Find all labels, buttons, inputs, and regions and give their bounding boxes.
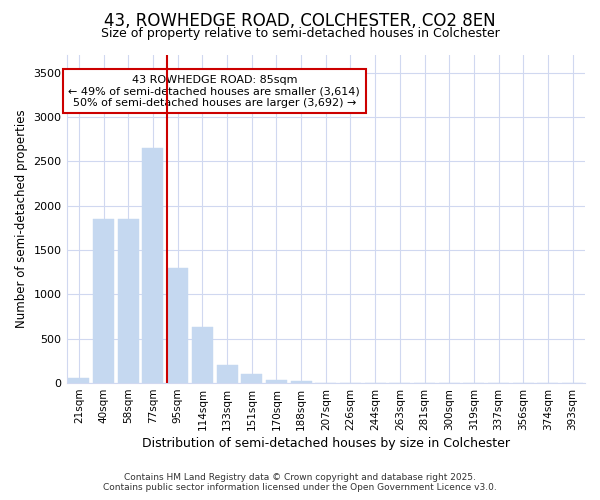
Bar bbox=[266, 380, 287, 383]
Bar bbox=[217, 366, 238, 383]
Text: 43 ROWHEDGE ROAD: 85sqm
← 49% of semi-detached houses are smaller (3,614)
50% of: 43 ROWHEDGE ROAD: 85sqm ← 49% of semi-de… bbox=[68, 74, 360, 108]
Y-axis label: Number of semi-detached properties: Number of semi-detached properties bbox=[15, 110, 28, 328]
Bar bbox=[241, 374, 262, 383]
Bar bbox=[68, 378, 89, 383]
Bar bbox=[118, 219, 139, 383]
Bar bbox=[93, 219, 114, 383]
Bar bbox=[142, 148, 163, 383]
Bar bbox=[167, 268, 188, 383]
X-axis label: Distribution of semi-detached houses by size in Colchester: Distribution of semi-detached houses by … bbox=[142, 437, 510, 450]
Text: 43, ROWHEDGE ROAD, COLCHESTER, CO2 8EN: 43, ROWHEDGE ROAD, COLCHESTER, CO2 8EN bbox=[104, 12, 496, 30]
Text: Size of property relative to semi-detached houses in Colchester: Size of property relative to semi-detach… bbox=[101, 28, 499, 40]
Text: Contains HM Land Registry data © Crown copyright and database right 2025.
Contai: Contains HM Land Registry data © Crown c… bbox=[103, 473, 497, 492]
Bar bbox=[192, 327, 213, 383]
Bar bbox=[290, 382, 311, 383]
